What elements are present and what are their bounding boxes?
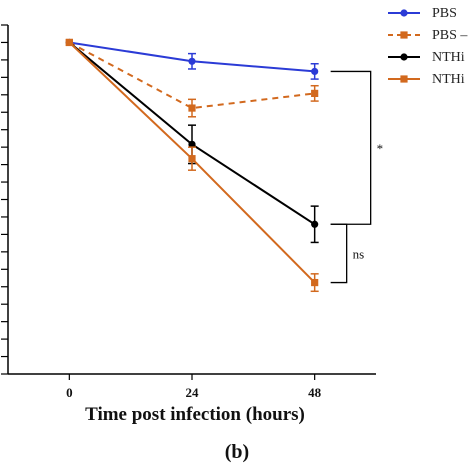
significance-bracket-ns-label: ns: [353, 246, 365, 261]
data-point: [311, 89, 319, 98]
legend-marker: [400, 53, 408, 61]
significance-bracket-star: [330, 70, 372, 225]
data-point: [188, 140, 196, 148]
legend-marker: [400, 31, 408, 39]
significance-bracket-star-label: *: [377, 141, 384, 156]
data-point: [65, 38, 73, 47]
x-tick-label: 24: [186, 385, 200, 400]
x-axis-label: Time post infection (hours): [85, 404, 305, 425]
legend-label: NTHi: [432, 72, 465, 87]
data-point: [311, 67, 319, 76]
series-line-1: [68, 41, 315, 110]
data-point: [311, 220, 319, 228]
data-point: [188, 155, 196, 163]
x-tick-label: 0: [66, 385, 73, 400]
legend-label: PBS –: [432, 28, 468, 43]
legend-label: PBS: [432, 6, 457, 21]
x-tick-label: 48: [308, 385, 322, 400]
data-point: [188, 104, 196, 112]
figure-caption: (b): [224, 441, 250, 463]
legend-marker: [400, 9, 408, 17]
legend-label: NTHi: [432, 50, 465, 65]
data-point: [188, 57, 196, 65]
significance-bracket-ns: [330, 223, 348, 284]
data-point: [311, 278, 319, 287]
legend-marker: [400, 75, 408, 83]
